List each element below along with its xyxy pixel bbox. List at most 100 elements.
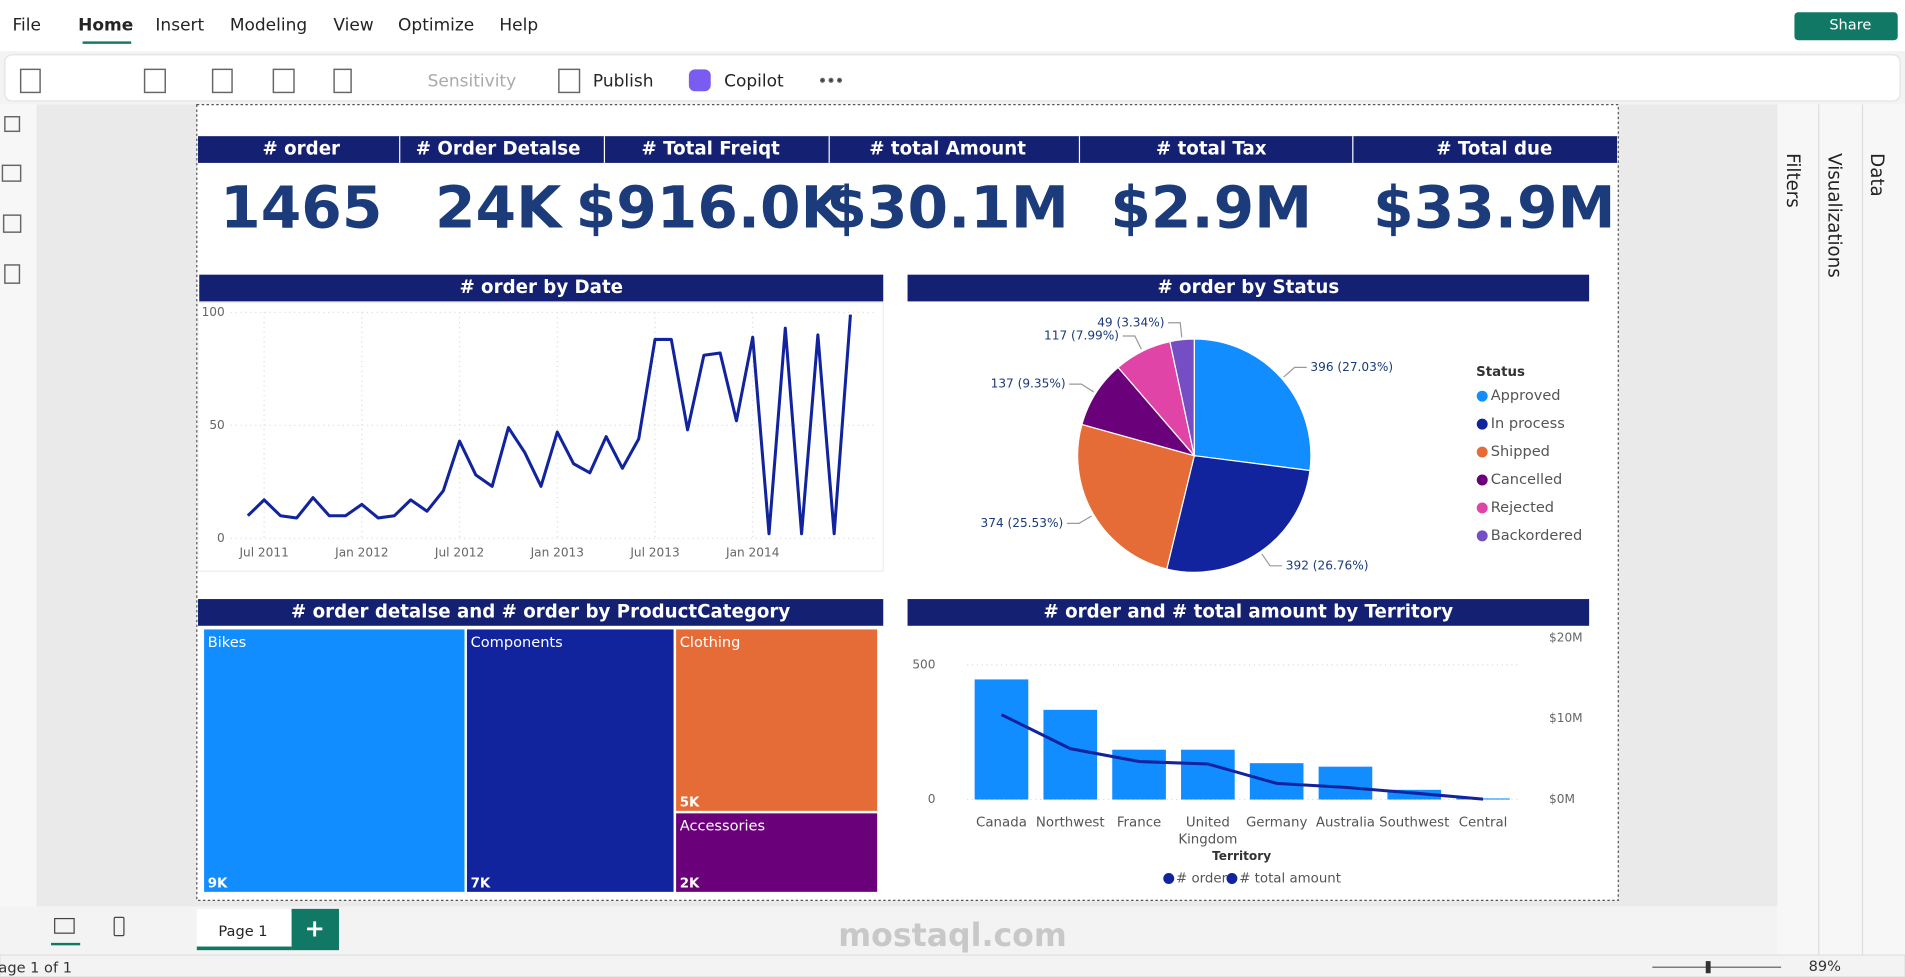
pie-slice [1193, 338, 1312, 472]
page-tab[interactable] [196, 908, 292, 951]
publish-icon [558, 68, 581, 94]
visual-title: # order by Date [459, 277, 623, 298]
y-tick-label: 500 [912, 657, 935, 671]
toolbar-icons [19, 68, 843, 94]
ribbon [4, 54, 1901, 102]
visual-title-bar [907, 274, 1590, 302]
pie-slice [1166, 455, 1311, 573]
pie-slice [1169, 338, 1195, 456]
y2-tick-label: $20M [1549, 630, 1583, 644]
x-tick-label: United Kingdom [1178, 816, 1237, 848]
pane-label[interactable]: Filters [1782, 153, 1803, 208]
bar [1249, 763, 1304, 800]
legend-label[interactable]: Rejected [1491, 499, 1554, 516]
legend-dot [1476, 446, 1488, 458]
x-tick-label: Northwest [1036, 816, 1105, 831]
legend-label[interactable]: Approved [1491, 387, 1561, 404]
bar [1043, 709, 1098, 800]
menu-item[interactable]: Help [499, 16, 538, 36]
x-tick-label: Australia [1316, 816, 1375, 831]
desktop-underline [51, 942, 81, 946]
data-icon [143, 68, 166, 94]
legend-label[interactable]: Cancelled [1491, 471, 1563, 488]
rail-icons [1, 116, 22, 284]
pane-label[interactable]: Visualizations [1823, 153, 1844, 278]
treemap-tile [201, 627, 467, 895]
toolbar-item[interactable]: Sensitivity [428, 72, 517, 92]
treemap-tile [673, 627, 880, 814]
card-label: # total Amount [869, 139, 1026, 160]
legend-label[interactable]: Backordered [1491, 527, 1583, 544]
zoom-thumb[interactable] [1705, 961, 1711, 974]
more-icon[interactable] [819, 77, 826, 83]
tile-value: 9K [208, 876, 228, 891]
visual-title: # order detalse and # order by ProductCa… [291, 601, 790, 622]
legend-label[interactable]: # order [1176, 871, 1228, 886]
card-label: # Total due [1436, 139, 1552, 160]
side-panes [1777, 104, 1905, 956]
x-tick-label: Canada [976, 816, 1027, 831]
x-axis-title: Territory [1212, 849, 1271, 863]
x-tick-label: Jul 2011 [238, 545, 288, 559]
x-tick-label: Jan 2014 [725, 545, 780, 559]
legend-label[interactable]: # total amount [1239, 871, 1341, 886]
card-value: $33.9M [1373, 174, 1615, 242]
leader-line [1168, 322, 1183, 338]
card-value: 24K [435, 174, 563, 242]
y-tick-label: 0 [217, 531, 225, 545]
share-label[interactable]: Share [1829, 17, 1871, 34]
add-page-button[interactable] [291, 908, 339, 951]
card-value: $2.9M [1110, 174, 1312, 242]
legend-label[interactable]: Shipped [1491, 443, 1550, 460]
x-tick-label: France [1117, 816, 1161, 831]
desktop-icon[interactable] [54, 917, 75, 934]
plot-frame [197, 302, 884, 572]
leader-line [1066, 515, 1092, 524]
menu-item[interactable]: Modeling [230, 16, 307, 36]
legend-dot [1476, 418, 1488, 430]
bar [1318, 766, 1373, 800]
add-page-icon[interactable]: + [304, 914, 324, 943]
toolbar-item[interactable]: Publish [593, 72, 654, 92]
legend-dot [1476, 474, 1488, 486]
paste-icon [19, 68, 41, 94]
share-button[interactable] [1794, 12, 1898, 41]
visual-title: # order by Status [1157, 277, 1339, 298]
legend-dot [1476, 530, 1488, 542]
y-tick-label: 0 [928, 792, 936, 806]
y2-tick-label: $0M [1549, 792, 1575, 806]
page-tab-underline [196, 946, 292, 951]
model-icon [2, 214, 22, 233]
copilot-icon [688, 69, 711, 92]
card-label: # Total Freiqt [642, 139, 781, 160]
menu-item[interactable]: File [13, 16, 41, 36]
x-tick-label: Germany [1246, 816, 1307, 831]
page-tab-label[interactable]: Page 1 [218, 923, 267, 940]
menu-item[interactable]: View [333, 16, 373, 36]
visual-title-bar [198, 599, 884, 626]
menu-item[interactable]: Home [78, 16, 133, 36]
legend-label[interactable]: In process [1491, 415, 1565, 432]
leader-line [1069, 383, 1095, 393]
data-label: 374 (25.53%) [981, 516, 1064, 530]
mobile-icon[interactable] [113, 916, 125, 937]
legend-dot [1476, 502, 1488, 514]
tile-value: 5K [680, 795, 700, 810]
pane-label[interactable]: Data [1866, 153, 1887, 197]
leader-line [1122, 335, 1142, 350]
more-icon[interactable] [836, 77, 843, 83]
card-value: $30.1M [826, 174, 1068, 242]
toolbar-item[interactable]: Copilot [724, 72, 784, 92]
table-icon [1, 164, 22, 182]
legend-title: Status [1476, 365, 1525, 380]
menu-item[interactable]: Insert [155, 16, 204, 36]
x-tick-label: Jan 2012 [334, 545, 388, 559]
more-icon[interactable] [828, 77, 834, 83]
tile-label: Components [471, 634, 563, 651]
leader-line [1283, 366, 1307, 378]
x-tick-label: Central [1459, 816, 1508, 831]
menu-item[interactable]: Optimize [398, 16, 474, 36]
report-icon [4, 116, 21, 133]
